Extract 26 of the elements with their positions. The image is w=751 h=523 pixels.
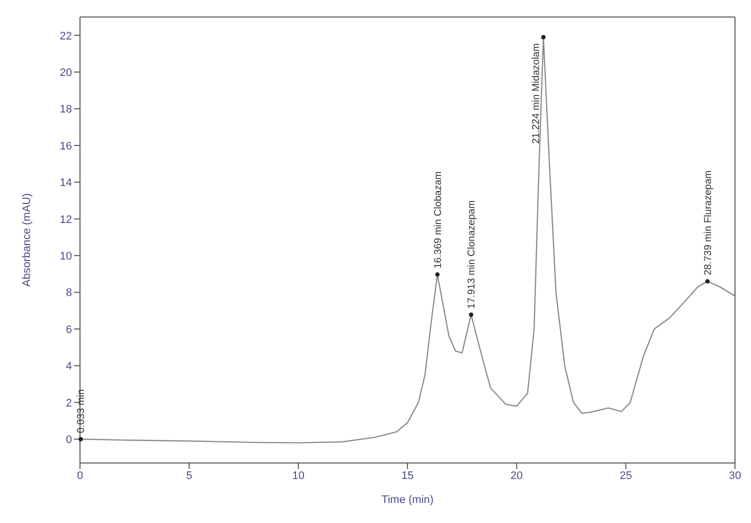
y-tick-label: 18	[60, 104, 72, 116]
x-tick-label: 5	[186, 470, 192, 482]
x-tick-label: 30	[728, 470, 742, 482]
y-tick-label: 2	[66, 397, 72, 410]
x-tick-label: 15	[401, 470, 414, 482]
y-tick-label: 6	[66, 324, 72, 336]
y-tick-label: 10	[60, 250, 72, 263]
annotation: 28.739 min Flurazepam	[702, 170, 714, 276]
annotation: 17.913 min Clonazepam	[466, 200, 478, 309]
y-tick-label: 0	[66, 434, 72, 446]
y-tick-label: 20	[60, 66, 72, 79]
annotation: 0.033 min	[76, 389, 88, 434]
y-axis-title: Absorbance (mAU)	[20, 193, 33, 287]
annotation: 16.369 min Clobazam	[432, 171, 444, 269]
x-axis-title: Time (min)	[381, 494, 434, 506]
y-tick-label: 16	[60, 140, 72, 152]
x-tick-label: 25	[620, 470, 632, 482]
x-tick-label: 20	[510, 470, 523, 482]
y-tick-label: 22	[60, 30, 72, 42]
y-tick-label: 12	[60, 214, 72, 226]
y-tick-label: 8	[66, 287, 72, 300]
x-tick-label: 0	[76, 470, 84, 482]
annotation: 21.224 min Midazolam	[530, 43, 542, 144]
y-tick-label: 14	[60, 177, 72, 190]
x-tick-label: 10	[292, 470, 304, 482]
y-tick-label: 4	[66, 360, 72, 373]
